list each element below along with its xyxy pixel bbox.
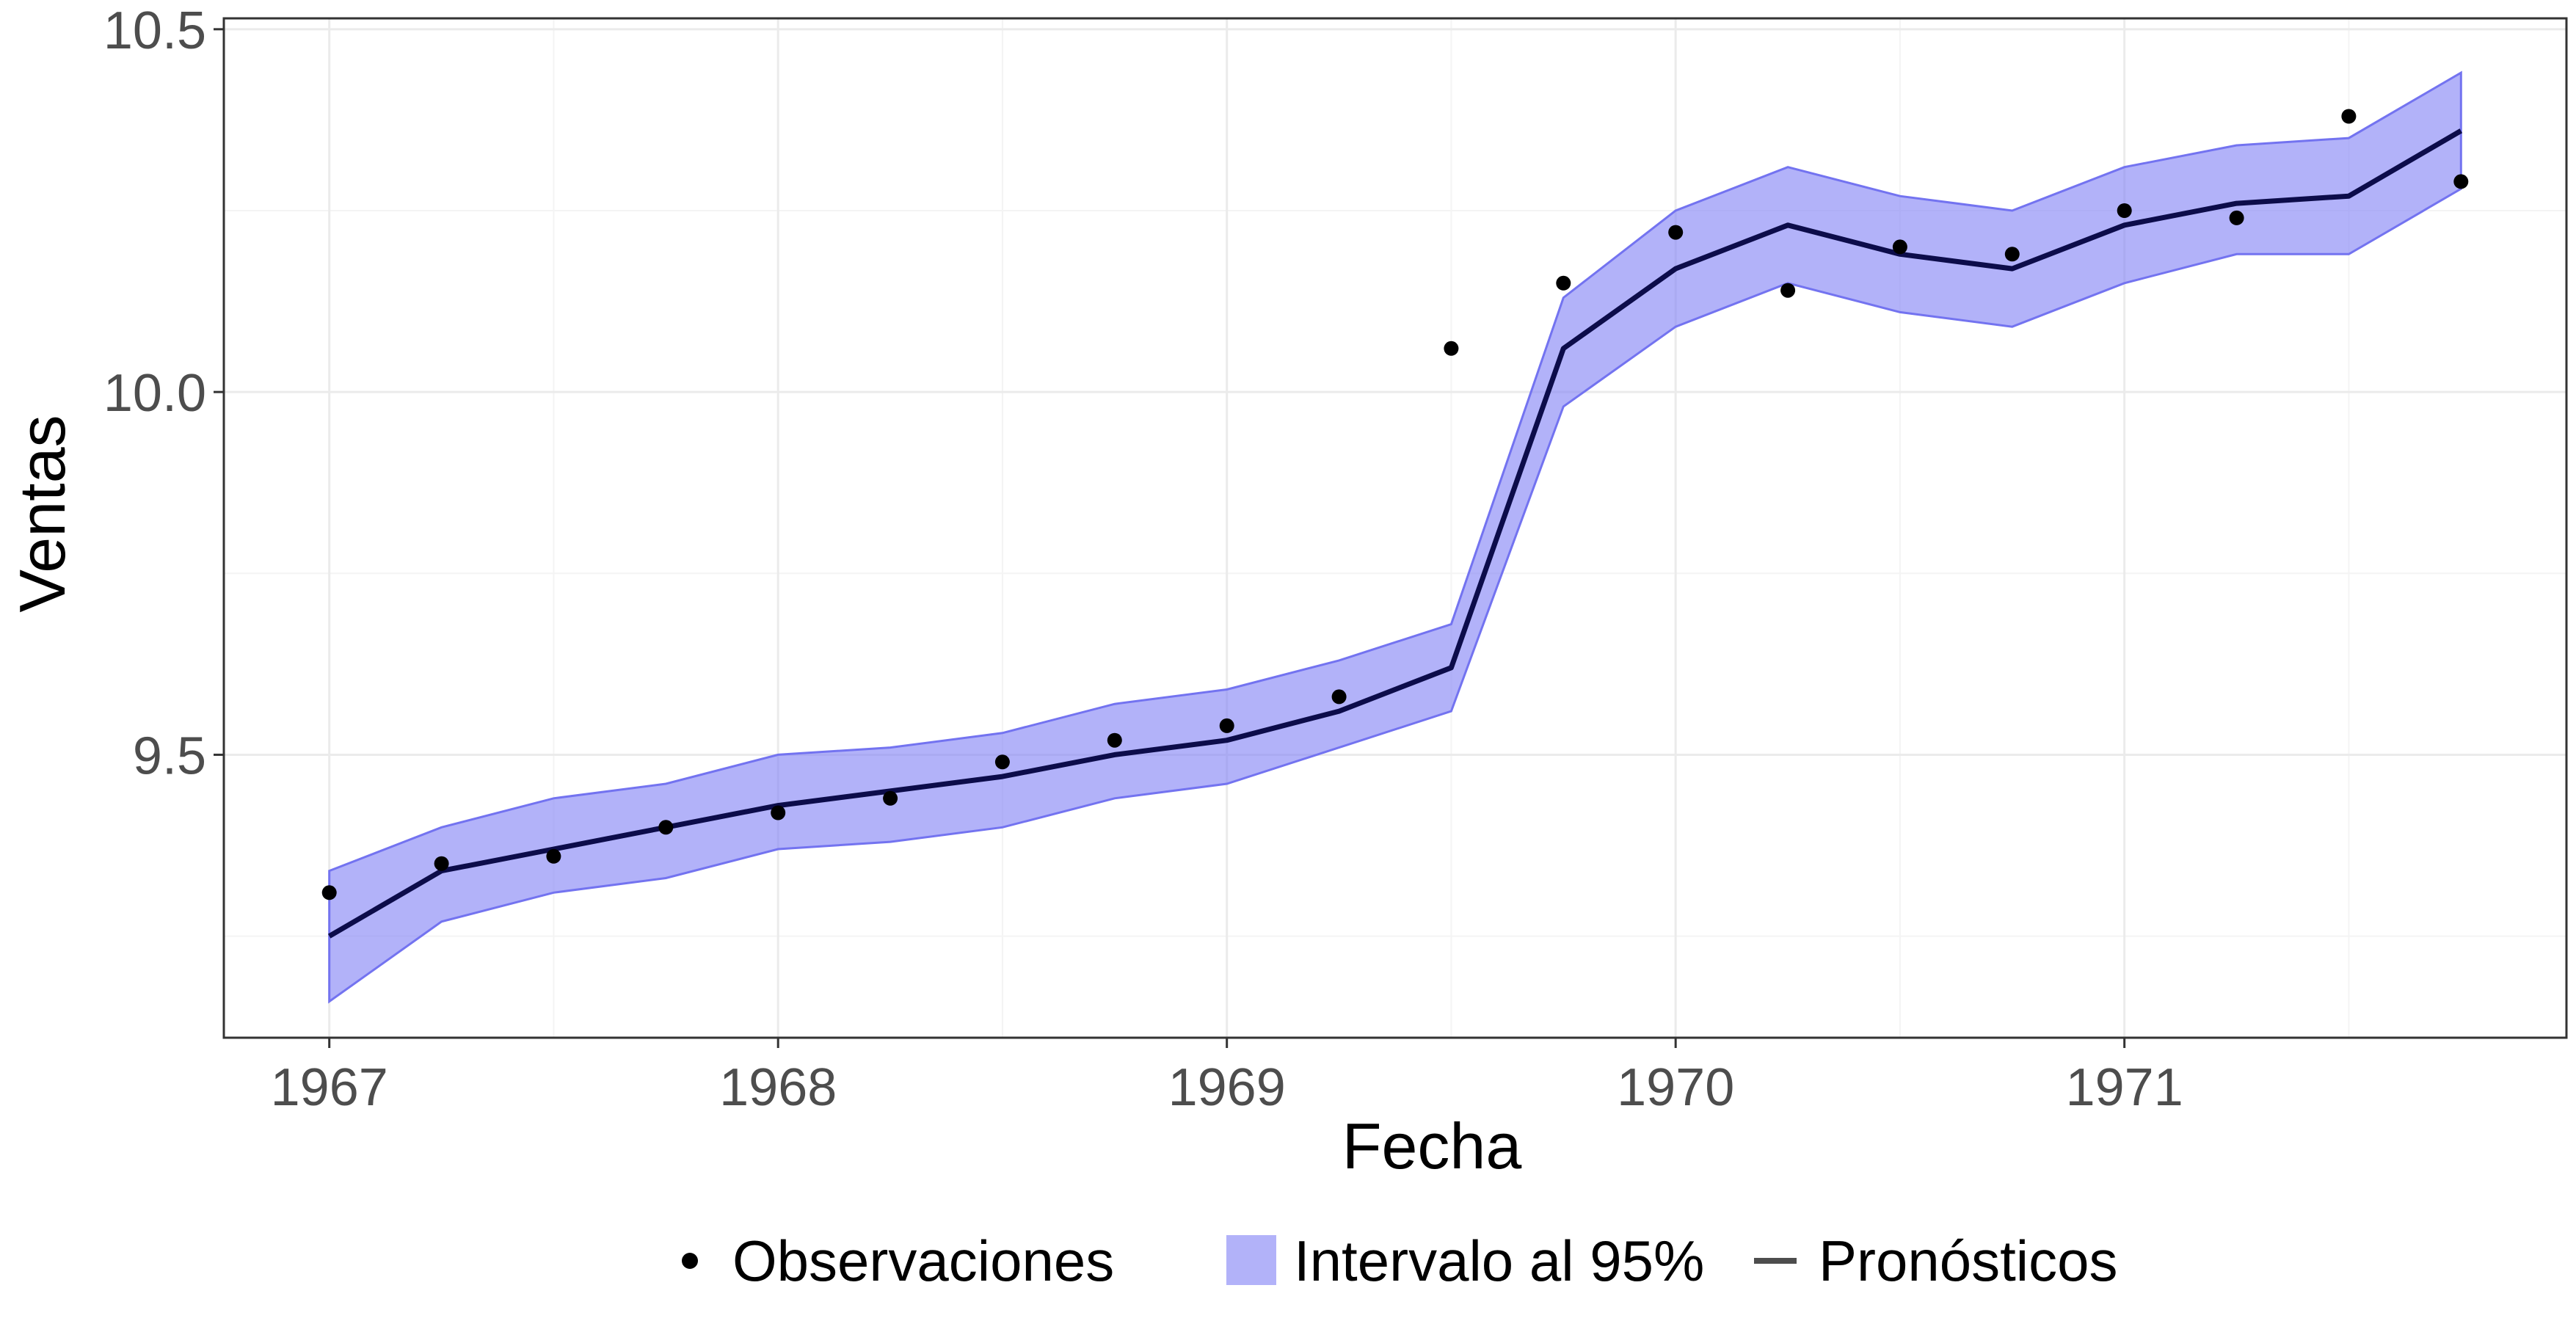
observation-point-14 — [1892, 239, 1907, 255]
y-tick-label-2: 10.5 — [103, 1, 206, 60]
observation-point-16 — [2117, 203, 2132, 218]
observation-point-8 — [1219, 718, 1234, 733]
observation-point-2 — [546, 848, 561, 864]
x-tick-label-0: 1967 — [271, 1058, 388, 1117]
y-tick-label-1: 10.0 — [103, 364, 206, 423]
forecast-line-layer — [327, 128, 2463, 939]
legend-label-forecasts: Pronósticos — [1819, 1229, 2118, 1293]
x-axis-ticks: 1967 1968 1969 1970 1971 — [271, 1038, 2183, 1117]
observation-point-0 — [321, 885, 337, 900]
grid-minor — [224, 18, 2566, 1038]
observation-point-5 — [883, 790, 898, 806]
panel-border — [222, 17, 2568, 1039]
observation-point-3 — [658, 820, 674, 835]
x-tick-label-1: 1968 — [719, 1058, 837, 1117]
y-tick-label-0: 9.5 — [133, 727, 206, 785]
x-tick-label-2: 1969 — [1168, 1058, 1286, 1117]
x-tick-label-3: 1970 — [1617, 1058, 1734, 1117]
legend: Observaciones Intervalo al 95% Pronóstic… — [682, 1229, 2118, 1293]
observation-point-4 — [771, 805, 786, 820]
observation-points-layer — [321, 109, 2469, 900]
observation-point-15 — [2004, 247, 2020, 262]
y-axis-ticks: 9.5 10.0 10.5 — [103, 1, 224, 785]
legend-key-band — [1226, 1235, 1276, 1285]
observation-point-13 — [1780, 283, 1796, 298]
observation-point-19 — [2453, 174, 2469, 189]
legend-label-observations: Observaciones — [732, 1229, 1114, 1293]
legend-key-points — [682, 1253, 698, 1269]
observation-point-17 — [2229, 210, 2244, 225]
observation-point-1 — [434, 856, 449, 871]
forecast-line — [327, 128, 2463, 939]
observation-point-7 — [1107, 732, 1122, 748]
x-axis-title: Fecha — [1342, 1110, 1522, 1182]
legend-label-interval: Intervalo al 95% — [1294, 1229, 1704, 1293]
observation-point-18 — [2341, 109, 2357, 124]
x-tick-label-4: 1971 — [2066, 1058, 2183, 1117]
observation-point-11 — [1556, 275, 1571, 291]
observation-point-10 — [1444, 341, 1459, 356]
observation-point-6 — [994, 754, 1010, 770]
y-axis-title: Ventas — [6, 415, 79, 612]
observation-point-12 — [1668, 225, 1684, 240]
grid-major — [224, 18, 2566, 1038]
observation-point-9 — [1331, 689, 1347, 705]
